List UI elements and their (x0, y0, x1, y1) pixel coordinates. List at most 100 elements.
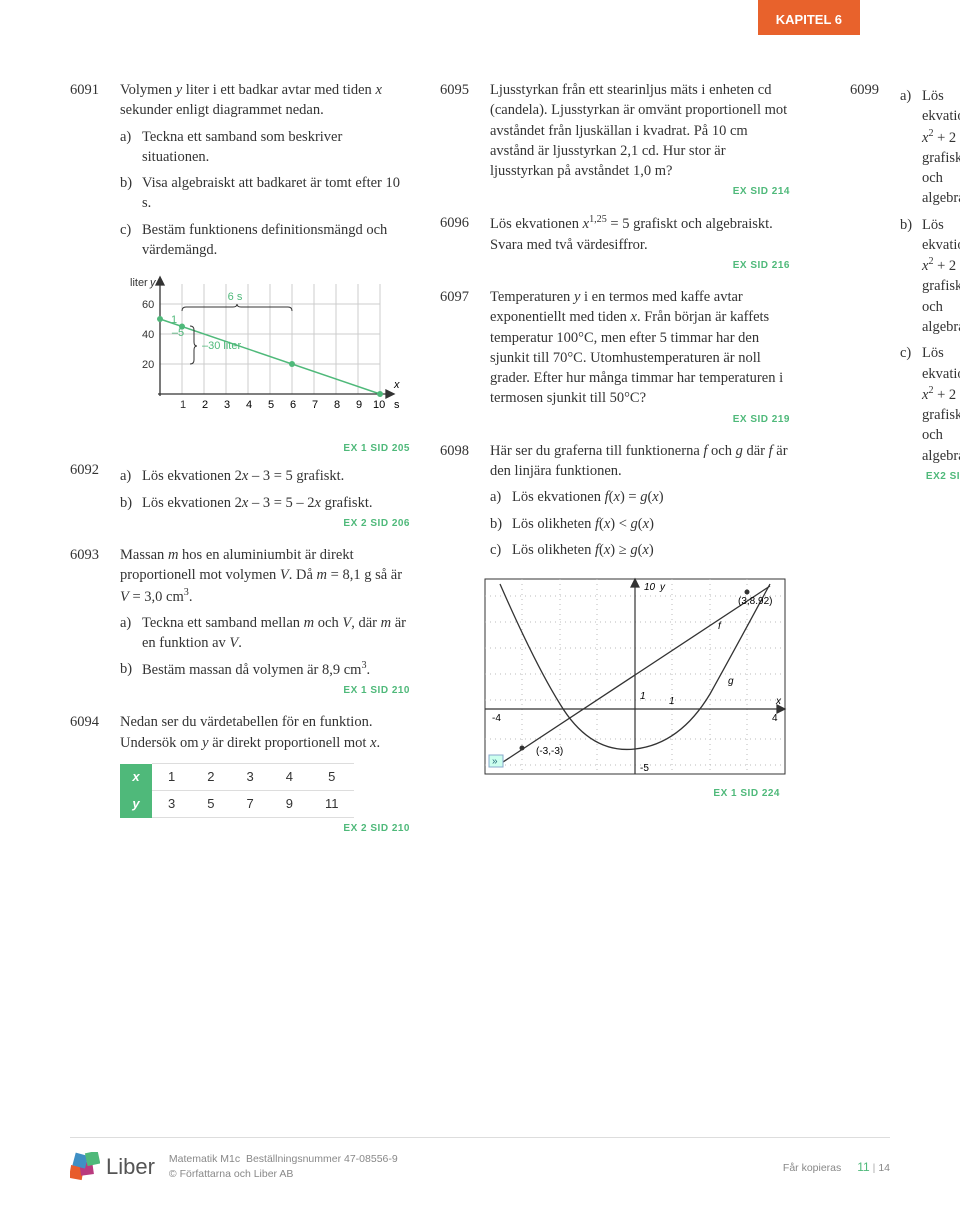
copyright: © Författarna och Liber AB (169, 1167, 398, 1183)
sub-b-text: Lös olikheten f(x) < g(x) (512, 514, 790, 534)
ex-ref: EX 1 SID 210 (120, 684, 410, 698)
table-row: x12345 (120, 764, 354, 791)
svg-text:(-3,-3): (-3,-3) (536, 746, 563, 757)
page-total: 14 (878, 1162, 890, 1174)
problem-intro: Volymen y liter i ett badkar avtar med t… (120, 80, 410, 121)
ex-ref: EX SID 219 (490, 413, 790, 427)
svg-text:3: 3 (224, 399, 230, 411)
problem-6094: 6094 Nedan ser du värdetabellen för en f… (70, 712, 410, 836)
sub-b: b) (900, 215, 922, 338)
svg-text:(3,8.92): (3,8.92) (738, 596, 772, 607)
sub-b-text: Lös ekvationen x2 + 2 = 2 grafiskt och a… (922, 215, 960, 338)
ex-ref: EX 1 SID 205 (70, 443, 410, 454)
svg-text:s: s (394, 399, 400, 411)
problem-text: Lös ekvationen x1,25 = 5 grafiskt och al… (490, 213, 790, 254)
svg-text:x: x (775, 696, 782, 707)
table-header-x: x (120, 764, 152, 791)
ex-ref: EX SID 214 (490, 185, 790, 199)
sub-a: a) (120, 613, 142, 654)
problem-number: 6097 (440, 287, 490, 427)
ex-ref: EX 1 SID 224 (440, 788, 780, 799)
sub-b-text: Lös ekvationen 2x – 3 = 5 – 2x grafiskt. (142, 493, 410, 513)
problem-body: Nedan ser du värdetabellen för en funkti… (120, 712, 410, 836)
left-column: 6091 Volymen y liter i ett badkar avtar … (70, 80, 410, 850)
sub-b: b) (120, 493, 142, 513)
logo-text: Liber (106, 1154, 155, 1180)
ex-ref: EX 2 SID 206 (120, 517, 410, 531)
sub-b: b) (490, 514, 512, 534)
svg-text:5: 5 (268, 399, 274, 411)
problem-number: 6091 (70, 80, 120, 260)
svg-text:20: 20 (142, 359, 154, 371)
svg-text:7: 7 (312, 399, 318, 411)
ex-ref: EX SID 216 (490, 259, 790, 273)
chart-6091: 6 s 1 –5 –30 liter litery 604020 1234567… (120, 274, 410, 439)
book-title: Matematik M1c (169, 1153, 240, 1165)
ex-ref: EX2 SID 225 (900, 470, 960, 484)
page-footer: Liber Matematik M1c Beställningsnummer 4… (70, 1137, 890, 1184)
chart-svg: 6 s 1 –5 –30 liter litery 604020 1234567… (120, 274, 410, 434)
page-number: 11 (857, 1160, 869, 1174)
svg-text:y: y (659, 582, 666, 593)
sub-b: b) (120, 173, 142, 214)
sub-b: b) (120, 659, 142, 680)
problem-6092: 6092 a)Lös ekvationen 2x – 3 = 5 grafisk… (70, 460, 410, 531)
svg-text:–30 liter: –30 liter (202, 340, 241, 352)
content-columns: 6091 Volymen y liter i ett badkar avtar … (70, 80, 890, 850)
svg-text:1: 1 (669, 696, 675, 707)
footer-right: Får kopieras 11 | 14 (783, 1160, 890, 1174)
problem-number: 6094 (70, 712, 120, 836)
sub-b-text: Visa algebraiskt att badkaret är tomt ef… (142, 173, 410, 214)
svg-text:10: 10 (644, 582, 656, 593)
svg-text:4: 4 (772, 713, 778, 724)
problem-body: a)Lös ekvationen 2x – 3 = 5 grafiskt. b)… (120, 460, 410, 531)
problem-intro: Nedan ser du värdetabellen för en funkti… (120, 712, 410, 753)
svg-text:-5: -5 (640, 763, 649, 774)
problem-text: Ljusstyrkan från ett stearinljus mäts i … (490, 80, 790, 181)
chapter-tab: KAPITEL 6 (758, 0, 860, 35)
problem-6097: 6097 Temperaturen y i en termos med kaff… (440, 287, 790, 427)
chart-svg: 10y x f g 1 1 -44 -5 (-3,-3) (3,8.92) » (480, 574, 790, 779)
right-column: 6095 Ljusstyrkan från ett stearinljus mä… (440, 80, 790, 850)
sub-a: a) (120, 127, 142, 168)
problem-body: Temperaturen y i en termos med kaffe avt… (490, 287, 790, 427)
svg-text:g: g (728, 676, 734, 687)
problem-6096: 6096 Lös ekvationen x1,25 = 5 grafiskt o… (440, 213, 790, 272)
svg-text:2: 2 (202, 399, 208, 411)
problem-body: Lös ekvationen x1,25 = 5 grafiskt och al… (490, 213, 790, 272)
svg-text:10: 10 (373, 399, 385, 411)
sub-b-text: Bestäm massan då volymen är 8,9 cm3. (142, 659, 410, 680)
problem-intro: Massan m hos en aluminiumbit är direkt p… (120, 545, 410, 607)
problem-6095: 6095 Ljusstyrkan från ett stearinljus mä… (440, 80, 790, 199)
problem-number: 6096 (440, 213, 490, 272)
problem-6093: 6093 Massan m hos en aluminiumbit är dir… (70, 545, 410, 698)
svg-text:y: y (149, 277, 157, 289)
svg-text:1: 1 (640, 691, 646, 702)
sub-c: c) (490, 540, 512, 560)
svg-text:1: 1 (171, 314, 177, 326)
problem-body: Ljusstyrkan från ett stearinljus mäts i … (490, 80, 790, 199)
sub-a-text: Teckna ett samband mellan m och V, där m… (142, 613, 410, 654)
sub-c-text: Lös ekvationen x2 + 2 = 1 grafiskt och a… (922, 343, 960, 466)
problem-6091: 6091 Volymen y liter i ett badkar avtar … (70, 80, 410, 260)
svg-text:6 s: 6 s (228, 291, 243, 303)
order-number: Beställningsnummer 47-08556-9 (246, 1153, 398, 1165)
table-header-y: y (120, 791, 152, 818)
svg-text:40: 40 (142, 329, 154, 341)
problem-number: 6095 (440, 80, 490, 199)
footer-meta: Matematik M1c Beställningsnummer 47-0855… (169, 1152, 398, 1184)
problem-number: 6099 (850, 80, 900, 836)
problem-body: a)Lös ekvationen x2 + 2 = 6 grafiskt och… (900, 80, 960, 836)
sub-a-text: Lös ekvationen 2x – 3 = 5 grafiskt. (142, 466, 410, 486)
problem-number: 6092 (70, 460, 120, 531)
liber-logo: Liber (70, 1152, 155, 1182)
sub-a: a) (490, 487, 512, 507)
sub-a: a) (900, 86, 922, 209)
problem-number: 6093 (70, 545, 120, 698)
problem-body: Massan m hos en aluminiumbit är direkt p… (120, 545, 410, 698)
ex-ref: EX 2 SID 210 (120, 822, 410, 836)
svg-text:–5: –5 (172, 327, 184, 339)
svg-text:1: 1 (180, 399, 186, 411)
table-row: y357911 (120, 791, 354, 818)
problem-body: Volymen y liter i ett badkar avtar med t… (120, 80, 410, 260)
